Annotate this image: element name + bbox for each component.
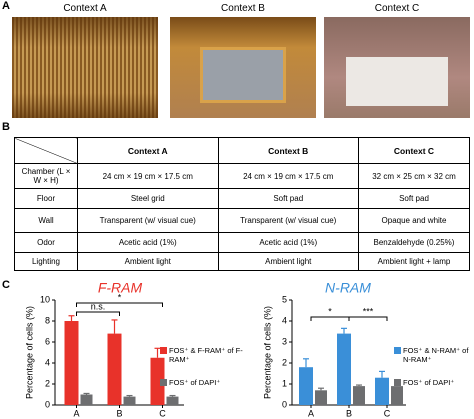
x-tick-label: B [346,408,352,418]
y-tick-label: 4 [282,315,287,325]
table-cell: 24 cm × 19 cm × 17.5 cm [77,163,219,189]
table-row: Lighting Ambient light Ambient light Ambien… [14,252,470,271]
bar [375,377,389,405]
corner-cell [14,137,78,164]
bar [150,357,165,405]
y-tick-label: 10 [40,294,50,304]
photo-title: Context C [374,3,420,14]
bar [391,386,403,405]
table-cell: Soft pad [217,188,359,209]
table-cell: Benzaldehyde (0.25%) [358,232,470,253]
bar [123,396,136,405]
table-row: Wall Transparent (w/ visual cue) Transpare… [14,208,470,233]
legend-entry: FOS⁺ of DAPI⁺ [169,378,221,387]
photo [170,17,316,118]
y-axis-label: Percentage of cells (%) [262,306,272,399]
table-cell: Odor [14,232,78,253]
table-cell: Ambient light [217,252,359,271]
y-tick-label: 2 [282,357,287,367]
table-cell: 32 cm × 25 cm × 32 cm [358,163,470,189]
table-cell: Opaque and white [358,208,470,233]
y-tick-label: 6 [45,336,50,346]
table-cell: Transparent (w/ visual cue) [77,208,219,233]
panel-label: B [2,121,10,133]
bar [80,394,93,405]
legend-entry: FOS⁺ & N-RAM⁺ of N-RAM⁺ [403,346,469,364]
significance-bracket [76,311,120,316]
table-cell: Ambient light + lamp [358,252,470,271]
bar [107,333,122,405]
table-row: Floor Steel grid Soft pad Soft pad [14,188,470,209]
legend-label: FOS⁺ & N-RAM⁺ of N-RAM⁺ [403,346,469,364]
y-tick-label: 3 [282,336,287,346]
chart-title: F-RAM [98,280,143,296]
panel-label: A [2,0,10,12]
bar [64,321,79,405]
y-tick-label: 0 [45,399,50,409]
panel-label: C [2,279,10,291]
photo [12,17,158,118]
photo [324,17,470,118]
header-cell: Context A [77,137,219,164]
bar [315,390,327,405]
legend-label: FOS⁺ of DAPI⁺ [403,378,455,387]
legend-swatch [394,379,401,386]
x-tick-label: B [116,408,122,418]
legend-entry: FOS⁺ of DAPI⁺ [403,378,455,387]
x-tick-label: C [159,408,166,418]
photo-title: Context B [221,3,265,14]
table: Context A Context B Context C Chamber (L… [14,137,470,271]
y-tick-label: 8 [45,315,50,325]
legend-label: FOS⁺ & F-RAM⁺ of F-RAM⁺ [169,346,243,364]
table-cell: Chamber (L × W × H) [14,163,78,189]
bar [299,367,313,405]
legend-label: FOS⁺ of DAPI⁺ [169,378,221,387]
table-cell: Ambient light [77,252,219,271]
x-tick-label: A [308,408,314,418]
y-tick-label: 2 [45,378,50,388]
header-cell: Context C [358,137,470,164]
significance-label: *** [363,306,374,316]
x-tick-label: C [384,408,391,418]
table-cell: Wall [14,208,78,233]
table-cell: Floor [14,188,78,209]
table-cell: Steel grid [77,188,219,209]
legend-swatch [160,347,167,354]
y-tick-label: 5 [282,294,287,304]
significance-label: * [118,292,122,302]
legend-swatch [160,379,167,386]
y-tick-label: 1 [282,378,287,388]
significance-label: n.s. [91,301,106,311]
x-tick-label: A [73,408,79,418]
table-row: Odor Acetic acid (1%) Acetic acid (1%) Benz… [14,232,470,253]
y-axis-label: Percentage of cells (%) [24,306,34,399]
table-cell: Acetic acid (1%) [77,232,219,253]
header-cell: Context B [217,137,359,164]
table-cell: Transparent (w/ visual cue) [217,208,359,233]
significance-bracket [76,302,163,307]
significance-label: * [328,306,332,316]
significance-bracket [310,316,350,321]
chart-title: N-RAM [325,280,371,296]
legend-entry: FOS⁺ & F-RAM⁺ of F-RAM⁺ [169,346,243,364]
table-cell: 24 cm × 19 cm × 17.5 cm [217,163,359,189]
significance-bracket [348,316,388,321]
bar [353,386,365,405]
table-cell: Acetic acid (1%) [217,232,359,253]
y-tick-label: 4 [45,357,50,367]
photo-title: Context A [63,3,107,14]
table-row: Chamber (L × W × H) 24 cm × 19 cm × 17.5 … [14,163,470,189]
table-cell: Lighting [14,252,78,271]
table-cell: Soft pad [358,188,470,209]
y-tick-label: 0 [282,399,287,409]
legend-swatch [394,347,401,354]
bar [337,333,351,405]
bar [166,396,179,405]
